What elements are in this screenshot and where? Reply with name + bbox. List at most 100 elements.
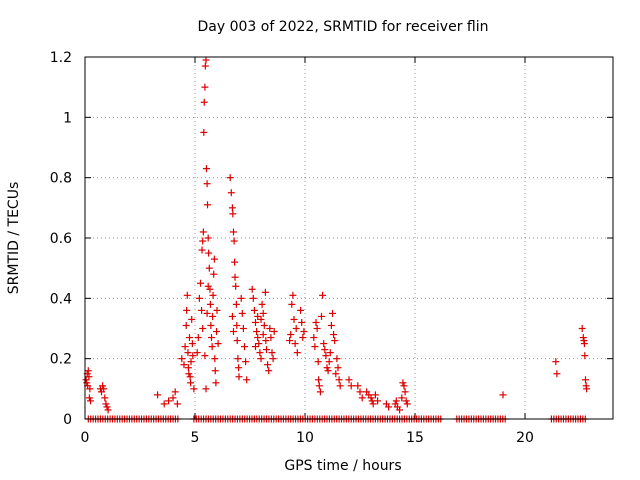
data-point (99, 382, 107, 390)
data-point (208, 343, 216, 351)
data-point (181, 343, 189, 351)
data-point (169, 394, 177, 402)
data-point (83, 379, 91, 387)
data-point (171, 388, 179, 396)
data-point (199, 228, 207, 236)
data-point (297, 306, 305, 314)
data-point (213, 328, 221, 336)
y-axis-label: SRMTID / TECUs (6, 182, 22, 295)
data-point (241, 343, 248, 351)
data-point (235, 373, 243, 381)
data-point (582, 376, 589, 384)
data-point (255, 340, 263, 348)
y-tick-label: 0.2 (50, 352, 72, 368)
data-point (204, 234, 212, 242)
data-point (198, 246, 206, 254)
data-point (101, 394, 109, 402)
data-point (311, 343, 319, 351)
data-point (293, 349, 301, 357)
data-point (214, 340, 222, 348)
data-point (231, 273, 239, 281)
data-point (234, 355, 242, 363)
data-point (266, 325, 274, 332)
data-point (249, 294, 257, 302)
y-tick-label: 1.2 (50, 50, 72, 66)
data-point (286, 337, 294, 345)
data-point (313, 325, 321, 332)
data-point (345, 376, 353, 384)
data-point (401, 388, 409, 396)
data-point (315, 382, 323, 390)
data-point (252, 318, 259, 326)
data-point (195, 294, 203, 302)
data-point (204, 201, 212, 209)
data-point (194, 334, 202, 342)
data-point (583, 385, 591, 393)
axis-ticks: 0 5 10 15 20 0 0.2 0.4 0.6 0.8 1 1.2 (50, 50, 613, 446)
data-point (322, 352, 330, 360)
data-point (206, 300, 214, 308)
data-point (180, 361, 188, 369)
data-point (320, 340, 328, 348)
x-tick-label: 10 (296, 430, 314, 446)
data-point (237, 294, 245, 302)
data-point (187, 358, 195, 366)
data-point (185, 370, 193, 378)
data-point (186, 334, 193, 342)
data-point (356, 388, 364, 396)
data-point (232, 300, 240, 308)
data-point (324, 367, 332, 375)
data-point (581, 352, 589, 360)
data-point (242, 358, 250, 366)
data-point (178, 355, 186, 363)
data-point (210, 270, 218, 278)
data-point (334, 364, 342, 372)
data-point (230, 237, 238, 245)
data-point (354, 382, 362, 390)
data-point (323, 364, 331, 372)
data-point (261, 288, 269, 296)
data-point (183, 291, 191, 299)
data-point (315, 376, 323, 384)
y-tick-label: 1 (63, 110, 72, 126)
data-point (259, 331, 267, 339)
y-tick-label: 0.6 (50, 231, 72, 247)
data-point (336, 382, 344, 390)
data-point (578, 325, 586, 332)
data-point (201, 83, 209, 91)
data-point (270, 328, 278, 336)
data-point (184, 364, 192, 372)
data-point (371, 391, 379, 399)
data-point (84, 367, 92, 375)
y-tick-label: 0 (63, 412, 72, 428)
data-point (358, 394, 366, 402)
data-point (103, 403, 111, 411)
data-point (579, 334, 587, 342)
data-point (402, 397, 410, 405)
data-point (212, 379, 220, 387)
data-point (268, 349, 276, 357)
data-point (203, 309, 211, 317)
data-point (256, 349, 264, 357)
data-point (238, 309, 246, 317)
data-point (316, 388, 324, 396)
data-point (200, 98, 208, 106)
data-point (199, 325, 207, 332)
data-point (298, 318, 306, 326)
data-point (580, 340, 588, 348)
data-point (264, 361, 272, 369)
data-point (326, 349, 334, 357)
data-point (202, 56, 210, 64)
data-point (202, 165, 210, 173)
data-point (347, 382, 355, 390)
data-point (260, 321, 268, 329)
data-point (292, 325, 300, 332)
data-point (202, 385, 210, 393)
data-point (331, 337, 339, 345)
data-point (230, 228, 237, 236)
data-point (200, 128, 208, 136)
data-point (228, 312, 236, 320)
data-point (85, 394, 93, 402)
data-point (205, 264, 213, 272)
